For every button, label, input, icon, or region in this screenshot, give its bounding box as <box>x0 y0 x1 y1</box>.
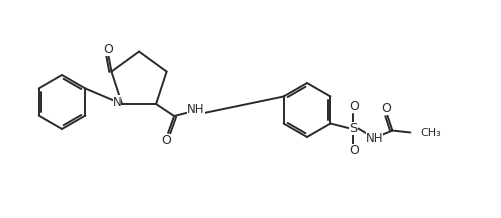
Text: O: O <box>349 144 359 157</box>
Text: N: N <box>112 95 121 109</box>
Text: NH: NH <box>187 102 204 116</box>
Text: O: O <box>349 100 359 113</box>
Text: O: O <box>103 43 113 56</box>
Text: CH₃: CH₃ <box>419 128 440 138</box>
Text: S: S <box>349 122 357 135</box>
Text: O: O <box>381 102 391 115</box>
Text: O: O <box>161 133 171 146</box>
Text: NH: NH <box>365 132 382 145</box>
